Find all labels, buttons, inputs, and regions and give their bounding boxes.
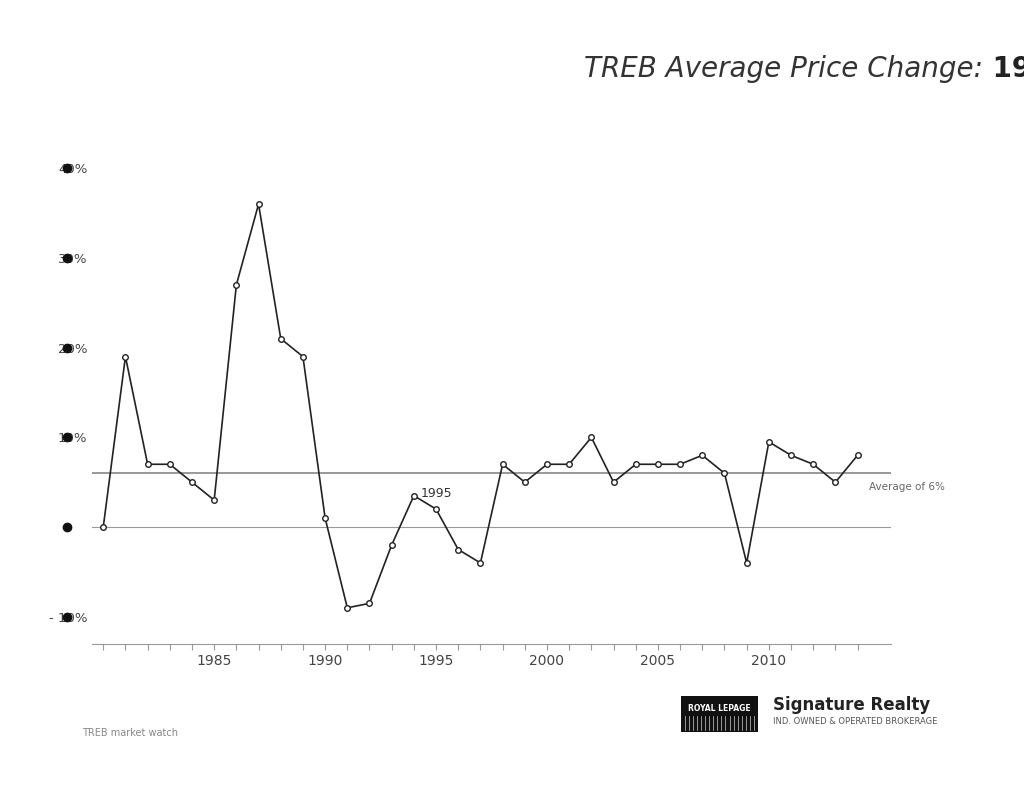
Text: ROYAL LEPAGE: ROYAL LEPAGE [688,704,751,713]
Text: Signature Realty: Signature Realty [773,696,931,714]
Text: 1980-2014: 1980-2014 [983,55,1024,83]
Text: TREB market watch: TREB market watch [82,728,178,738]
Text: Average of 6%: Average of 6% [868,482,944,491]
Text: TREB Average Price Change:: TREB Average Price Change: [584,55,983,83]
Text: IND. OWNED & OPERATED BROKERAGE: IND. OWNED & OPERATED BROKERAGE [773,717,938,726]
Text: 1995: 1995 [421,487,453,500]
